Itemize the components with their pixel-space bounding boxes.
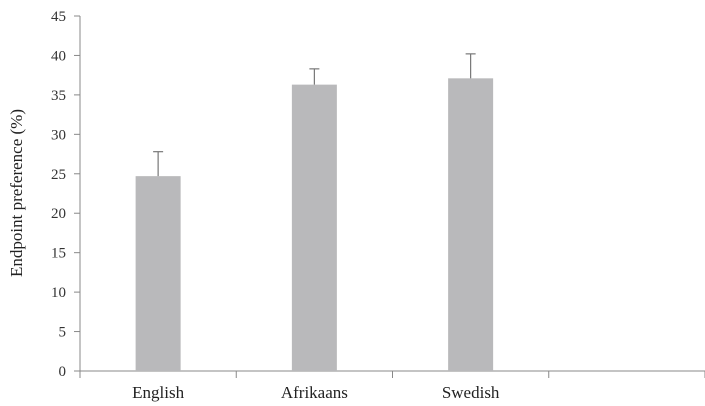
y-tick-label: 45 xyxy=(51,9,66,25)
x-category-label: Swedish xyxy=(442,383,500,402)
y-tick-label: 40 xyxy=(51,48,66,64)
y-tick-label: 10 xyxy=(51,285,66,301)
x-axis: English Afrikaans Swedish xyxy=(79,370,705,402)
y-tick-label: 35 xyxy=(51,88,66,104)
x-category-label: Afrikaans xyxy=(281,383,348,402)
y-tick-label: 5 xyxy=(59,325,67,341)
bar xyxy=(135,176,181,371)
error-bars xyxy=(153,53,476,177)
bars xyxy=(135,78,494,372)
x-category-label: English xyxy=(132,383,184,402)
y-axis-title: Endpoint preference (%) xyxy=(7,109,26,277)
y-tick-label: 0 xyxy=(59,364,67,380)
bar xyxy=(448,78,494,372)
y-axis: 0 5 10 15 20 25 30 35 40 45 xyxy=(51,9,81,380)
y-tick-label: 25 xyxy=(51,167,66,183)
y-tick-label: 15 xyxy=(51,246,66,262)
y-tick-label: 30 xyxy=(51,127,66,143)
bar xyxy=(291,84,337,371)
y-tick-label: 20 xyxy=(51,206,66,222)
